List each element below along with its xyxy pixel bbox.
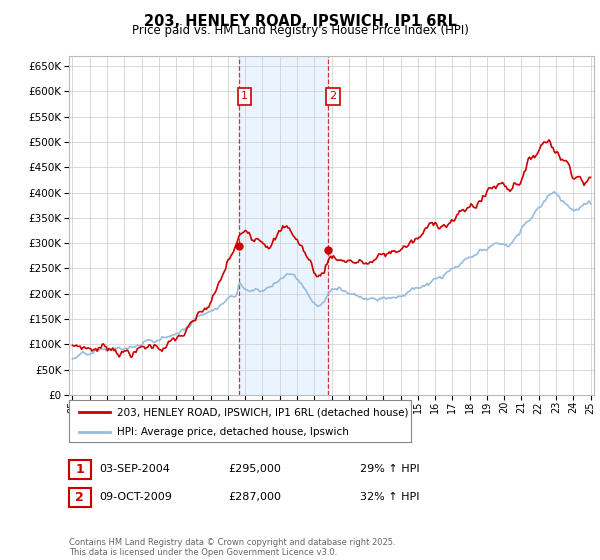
Text: 1: 1	[76, 463, 84, 476]
Text: 09-OCT-2009: 09-OCT-2009	[99, 492, 172, 502]
Text: Contains HM Land Registry data © Crown copyright and database right 2025.
This d: Contains HM Land Registry data © Crown c…	[69, 538, 395, 557]
Bar	[239, 56, 328, 395]
Text: Price paid vs. HM Land Registry's House Price Index (HPI): Price paid vs. HM Land Registry's House …	[131, 24, 469, 37]
Text: 2: 2	[329, 91, 336, 101]
Text: £295,000: £295,000	[228, 464, 281, 474]
Text: £287,000: £287,000	[228, 492, 281, 502]
Text: HPI: Average price, detached house, Ipswich: HPI: Average price, detached house, Ipsw…	[117, 427, 349, 437]
Text: 29% ↑ HPI: 29% ↑ HPI	[360, 464, 419, 474]
Text: 203, HENLEY ROAD, IPSWICH, IP1 6RL: 203, HENLEY ROAD, IPSWICH, IP1 6RL	[143, 14, 457, 29]
Text: 32% ↑ HPI: 32% ↑ HPI	[360, 492, 419, 502]
Text: 1: 1	[241, 91, 248, 101]
Text: 203, HENLEY ROAD, IPSWICH, IP1 6RL (detached house): 203, HENLEY ROAD, IPSWICH, IP1 6RL (deta…	[117, 407, 409, 417]
Text: 03-SEP-2004: 03-SEP-2004	[99, 464, 170, 474]
Text: 2: 2	[76, 491, 84, 504]
